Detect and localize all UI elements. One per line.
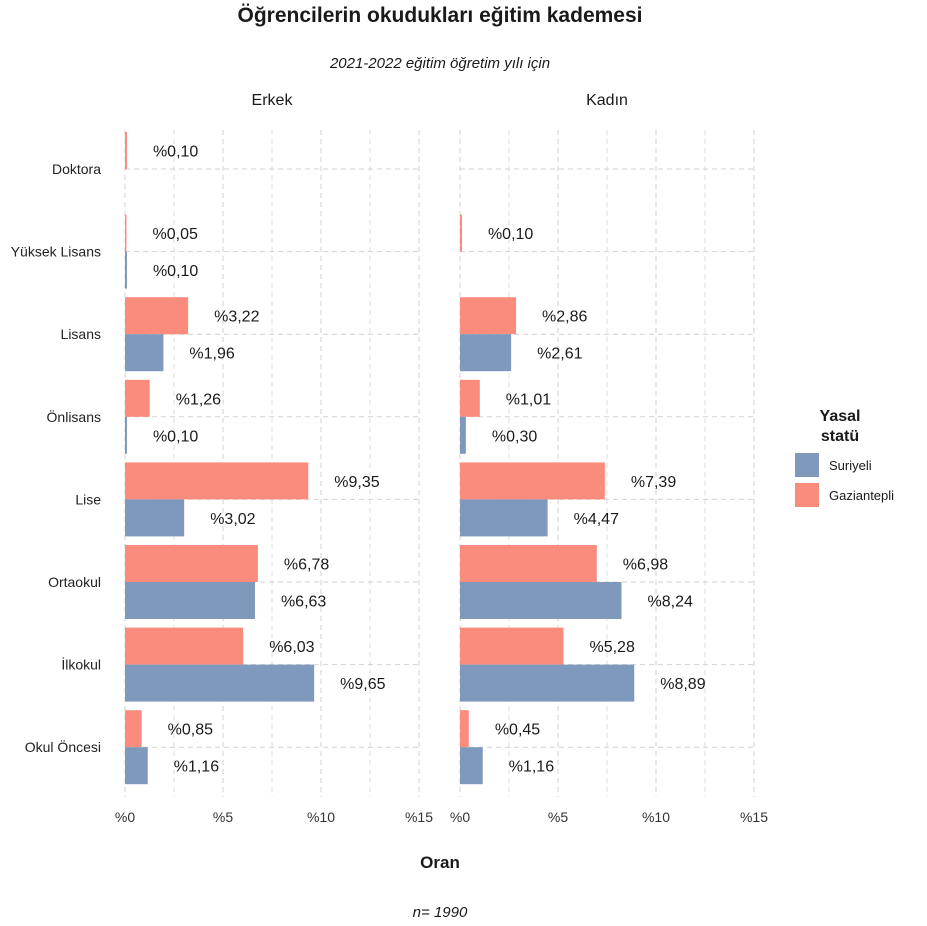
facet-title-kadin: Kadın bbox=[586, 92, 628, 109]
data-label: %1,01 bbox=[506, 391, 551, 408]
y-tick-label: Ortaokul bbox=[48, 574, 101, 590]
legend-label-gaziantepli: Gaziantepli bbox=[829, 487, 895, 503]
legend-title-line2: statü bbox=[820, 428, 860, 445]
data-label: %4,47 bbox=[574, 511, 619, 528]
x-tick-label: %5 bbox=[213, 809, 233, 825]
data-label: %1,26 bbox=[176, 391, 221, 408]
data-label: %1,16 bbox=[174, 759, 219, 776]
data-label: %6,03 bbox=[269, 639, 314, 656]
legend-key-gaziantepli bbox=[795, 483, 819, 507]
data-label: %1,96 bbox=[189, 346, 234, 363]
chart-plot-area: %0 %5 %10 %15 %0,10 %0,05 %3,22 %1,26 %9,35 %6,78… bbox=[11, 130, 768, 825]
bar bbox=[460, 416, 466, 454]
x-tick-label: %10 bbox=[307, 809, 335, 825]
legend-title: Yasal statü bbox=[795, 407, 885, 447]
x-axis-label: Oran bbox=[420, 853, 460, 872]
legend-item-gaziantepli: Gaziantepli bbox=[795, 483, 894, 507]
data-label: %3,02 bbox=[210, 511, 255, 528]
legend-label-suriyeli: Suriyeli bbox=[829, 457, 872, 473]
data-label: %7,39 bbox=[631, 474, 676, 491]
bar bbox=[125, 499, 185, 537]
legend: Yasal statü Suriyeli Gaziantepli bbox=[795, 407, 894, 507]
data-label: %8,89 bbox=[660, 676, 705, 693]
data-label: %8,24 bbox=[648, 594, 693, 611]
legend-item-suriyeli: Suriyeli bbox=[795, 453, 894, 477]
y-tick-label: Yüksek Lisans bbox=[11, 244, 101, 260]
data-label: %0,85 bbox=[168, 722, 213, 739]
data-label: %2,86 bbox=[542, 309, 587, 326]
data-label: %0,10 bbox=[153, 144, 198, 161]
x-tick-label: %5 bbox=[548, 809, 568, 825]
bar bbox=[125, 132, 127, 169]
bar bbox=[460, 582, 622, 619]
bar bbox=[125, 627, 244, 665]
x-tick-label: %15 bbox=[405, 809, 433, 825]
bar bbox=[125, 251, 127, 289]
bar bbox=[125, 297, 189, 335]
bar bbox=[460, 664, 635, 702]
bar bbox=[460, 334, 512, 372]
bar bbox=[125, 710, 142, 748]
bar bbox=[125, 747, 148, 785]
data-label: %0,10 bbox=[153, 263, 198, 280]
bar bbox=[460, 545, 597, 582]
facet-title-erkek: Erkek bbox=[251, 92, 293, 109]
data-label: %9,65 bbox=[340, 676, 385, 693]
data-label: %3,22 bbox=[214, 309, 259, 326]
legend-key-suriyeli bbox=[795, 453, 819, 477]
bar bbox=[460, 499, 548, 537]
y-tick-label: Lisans bbox=[61, 326, 101, 342]
data-label: %9,35 bbox=[334, 474, 379, 491]
data-label: %6,63 bbox=[281, 594, 326, 611]
legend-title-line1: Yasal bbox=[819, 408, 861, 425]
chart-subtitle: 2021-2022 eğitim öğretim yılı için bbox=[329, 55, 551, 72]
data-label: %0,30 bbox=[492, 428, 537, 445]
x-tick-label: %0 bbox=[115, 809, 135, 825]
y-tick-label: Doktora bbox=[52, 161, 101, 177]
y-tick-label: Lise bbox=[75, 491, 101, 507]
bar bbox=[460, 747, 483, 785]
bar bbox=[125, 664, 315, 702]
x-tick-label: %0 bbox=[450, 809, 470, 825]
y-tick-label: Önlisans bbox=[47, 408, 101, 425]
bar bbox=[125, 379, 150, 417]
bar bbox=[125, 334, 164, 372]
bar bbox=[460, 297, 517, 335]
x-tick-label: %10 bbox=[642, 809, 670, 825]
bar bbox=[125, 582, 255, 619]
bar bbox=[460, 710, 469, 748]
chart-title: Öğrencilerin okudukları eğitim kademesi bbox=[237, 4, 643, 27]
data-label: %0,45 bbox=[495, 722, 540, 739]
data-label: %2,61 bbox=[537, 346, 582, 363]
chart-caption: n= 1990 bbox=[412, 904, 468, 921]
bar bbox=[460, 379, 480, 417]
x-tick-label: %15 bbox=[740, 809, 768, 825]
data-label: %1,16 bbox=[509, 759, 554, 776]
data-label: %6,98 bbox=[623, 557, 668, 574]
data-label: %6,78 bbox=[284, 557, 329, 574]
bar bbox=[460, 462, 605, 500]
y-tick-label: İlkokul bbox=[61, 656, 101, 673]
bar bbox=[460, 214, 462, 252]
bar bbox=[125, 545, 258, 582]
bar bbox=[125, 416, 127, 454]
data-label: %0,10 bbox=[153, 428, 198, 445]
bar bbox=[125, 462, 309, 500]
data-label: %0,05 bbox=[153, 226, 198, 243]
bar bbox=[125, 214, 127, 252]
data-label: %0,10 bbox=[488, 226, 533, 243]
y-tick-label: Okul Öncesi bbox=[25, 738, 101, 755]
bar bbox=[460, 627, 564, 665]
data-label: %5,28 bbox=[589, 639, 634, 656]
